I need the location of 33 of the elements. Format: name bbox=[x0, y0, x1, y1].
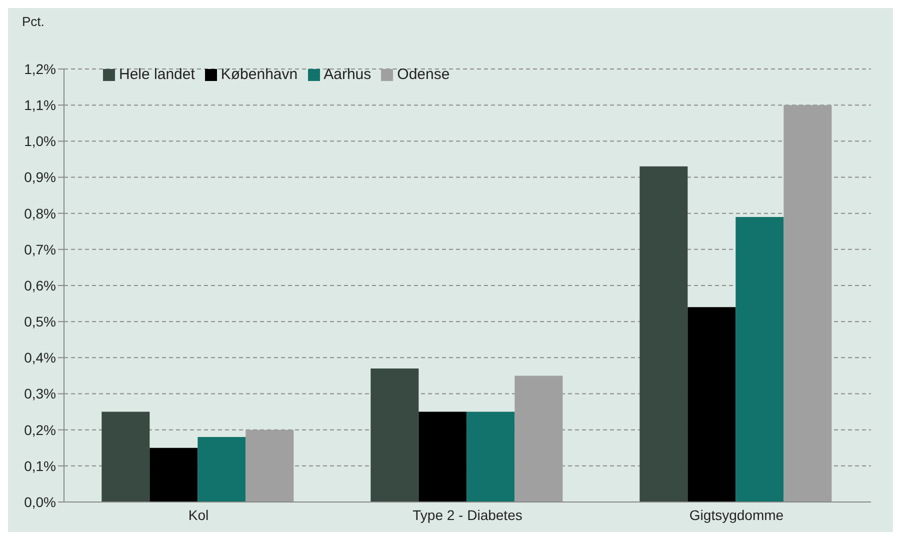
y-tick-label: 0,2% bbox=[24, 422, 56, 438]
legend-label: Hele landet bbox=[119, 66, 195, 83]
y-tick-label: 0,8% bbox=[24, 205, 56, 222]
bar bbox=[198, 437, 246, 502]
bar bbox=[640, 166, 688, 502]
bar bbox=[418, 412, 467, 502]
bar bbox=[150, 448, 198, 502]
y-tick-label: 0,9% bbox=[24, 169, 56, 186]
bar bbox=[370, 368, 419, 502]
x-tick-label: Type 2 - Diabetes bbox=[412, 506, 522, 523]
y-tick-label: 0,7% bbox=[24, 241, 56, 258]
legend-label: København bbox=[220, 66, 298, 83]
y-tick-label: 1,0% bbox=[24, 133, 56, 150]
y-axis-title: Pct. bbox=[22, 14, 44, 29]
bar bbox=[736, 216, 784, 502]
y-tick-label: 1,1% bbox=[24, 97, 56, 114]
y-tick-label: 0,1% bbox=[24, 458, 56, 474]
bar bbox=[246, 430, 294, 502]
x-tick-label: Kol bbox=[188, 506, 209, 523]
y-tick-label: 0,0% bbox=[24, 494, 56, 510]
bar bbox=[784, 105, 832, 502]
y-tick-label: 0,4% bbox=[24, 350, 56, 366]
y-tick-label: 1,2% bbox=[24, 60, 56, 77]
bar bbox=[514, 376, 563, 502]
y-tick-label: 0,3% bbox=[24, 386, 56, 402]
legend-label: Aarhus bbox=[324, 66, 372, 83]
bar bbox=[102, 412, 150, 502]
bar bbox=[688, 307, 736, 502]
y-tick-label: 0,5% bbox=[24, 314, 56, 330]
y-tick-label: 0,6% bbox=[24, 277, 56, 294]
x-tick-label: Gigtsygdomme bbox=[689, 506, 784, 523]
bar bbox=[466, 412, 515, 502]
legend-label: Odense bbox=[397, 66, 450, 83]
